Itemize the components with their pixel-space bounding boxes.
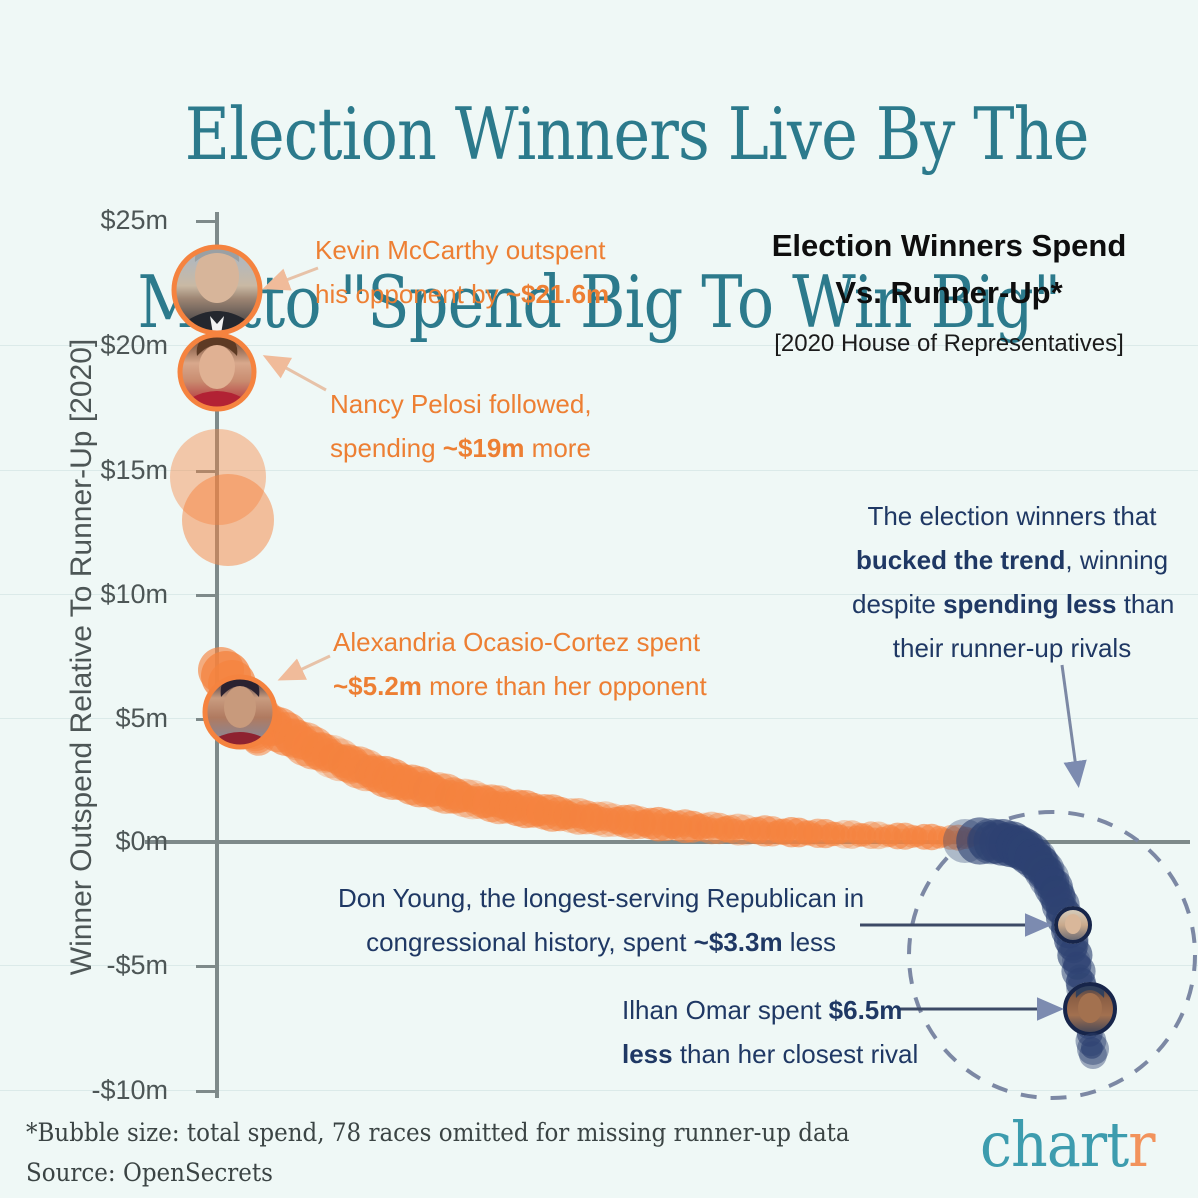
- annotation-text: his opponent by: [315, 279, 506, 309]
- y-tick-label-0m: $0m: [115, 826, 168, 856]
- annotation-omar-line-2: less than her closest rival: [622, 1032, 918, 1076]
- annotation-value: ~$21.6m: [505, 279, 610, 309]
- annotation-text: more than her opponent: [421, 671, 707, 701]
- annotation-value: ~$19m: [442, 433, 525, 463]
- annotation-aoc-line-1: Alexandria Ocasio-Cortez spent: [333, 627, 701, 657]
- footnote-bubble-size: *Bubble size: total spend, 78 races omit…: [26, 1118, 850, 1147]
- annotation-text: more: [524, 433, 591, 463]
- annotation-text: than: [1116, 589, 1175, 619]
- y-tick-label-15m: $15m: [100, 455, 168, 485]
- chart-title-line-2: Vs. Runner-Up*: [835, 275, 1063, 310]
- annotation-aoc-line-2: ~$5.2m more than her opponent: [333, 664, 707, 708]
- annotation-ilhan-omar: Ilhan Omar spent $6.5m less than her clo…: [622, 988, 918, 1076]
- annotation-mccarthy: Kevin McCarthy outspent his opponent by …: [315, 228, 609, 316]
- annotation-text: less: [782, 927, 837, 957]
- bubble-don-young: [1054, 906, 1092, 944]
- guide-line: [0, 1090, 1198, 1091]
- annotation-text: Ilhan Omar spent: [622, 995, 829, 1025]
- y-tick-label-25m: $25m: [100, 205, 168, 235]
- y-tick-5m: [196, 718, 216, 721]
- y-axis-title: Winner Outspend Relative To Runner-Up [2…: [65, 338, 98, 976]
- annotation-value: $6.5m: [828, 995, 903, 1025]
- guide-line: [0, 470, 1198, 471]
- y-tick-neg5m: [196, 965, 216, 968]
- y-tick-label-neg10m: -$10m: [91, 1075, 168, 1105]
- annotation-emphasis: spending less: [943, 589, 1117, 619]
- annotation-don-young: Don Young, the longest-serving Republica…: [338, 876, 864, 964]
- annotation-bucked-line-3: despite spending less than: [852, 582, 1175, 626]
- annotation-mccarthy-line-1: Kevin McCarthy outspent: [315, 235, 606, 265]
- logo-text-chart: chart: [980, 1108, 1129, 1181]
- annotation-young-line-2: congressional history, spent ~$3.3m less: [338, 920, 864, 964]
- annotation-emphasis: less: [622, 1039, 673, 1069]
- annotation-bucked-line-4: their runner-up rivals: [892, 633, 1132, 663]
- annotation-mccarthy-line-2: his opponent by ~$21.6m: [315, 272, 609, 316]
- navy-bubble-series: [943, 817, 1107, 1069]
- annotation-bucked-trend: The election winners that bucked the tre…: [852, 494, 1175, 670]
- guide-line: [0, 345, 1198, 346]
- annotation-emphasis: bucked the trend: [855, 545, 1066, 575]
- y-tick-label-10m: $10m: [100, 579, 168, 609]
- leader-aoc: [277, 654, 331, 681]
- annotation-text: spending: [330, 433, 443, 463]
- y-tick-label-5m: $5m: [115, 703, 168, 733]
- page-headline: Election Winners Live By The Motto "Spen…: [84, 8, 1114, 512]
- chart-title-line-1: Election Winners Spend: [771, 228, 1127, 263]
- annotation-text: congressional history, spent: [366, 927, 694, 957]
- annotation-pelosi-line-1: Nancy Pelosi followed,: [330, 389, 592, 419]
- bubble-ilhan-omar: [1063, 982, 1117, 1036]
- annotation-bucked-line-1: The election winners that: [867, 501, 1157, 531]
- chart-subtitle: [2020 House of Representatives]: [774, 330, 1124, 357]
- zero-baseline: [145, 840, 1190, 844]
- annotation-value: ~$5.2m: [333, 671, 422, 701]
- guide-line: [0, 965, 1198, 966]
- annotation-young-line-1: Don Young, the longest-serving Republica…: [338, 883, 865, 913]
- y-tick-25m: [196, 220, 216, 223]
- y-tick-label-neg5m: -$5m: [106, 950, 168, 980]
- logo-text-r: r: [1128, 1108, 1155, 1181]
- y-tick-label-20m: $20m: [100, 330, 168, 360]
- bubble-tail-last: [1077, 1033, 1109, 1065]
- y-tick-0m: [196, 841, 216, 844]
- annotation-text: , winning: [1065, 545, 1169, 575]
- annotation-pelosi: Nancy Pelosi followed, spending ~$19m mo…: [330, 382, 592, 470]
- y-tick-neg10m: [196, 1090, 216, 1093]
- guide-line: [0, 718, 1198, 719]
- annotation-bucked-line-2: bucked the trend, winning: [852, 538, 1172, 582]
- annotation-text: despite: [852, 589, 944, 619]
- annotation-text: than her closest rival: [672, 1039, 919, 1069]
- annotation-omar-line-1: Ilhan Omar spent $6.5m: [622, 988, 918, 1032]
- chart-title: Election Winners Spend Vs. Runner-Up*: [700, 222, 1198, 316]
- annotation-value: ~$3.3m: [693, 927, 783, 957]
- y-tick-15m: [196, 470, 216, 473]
- annotation-aoc: Alexandria Ocasio-Cortez spent ~$5.2m mo…: [333, 620, 707, 708]
- chartr-logo: chartr: [980, 1108, 1156, 1181]
- headline-line-1: Election Winners Live By The: [184, 92, 1090, 176]
- footnote-source: Source: OpenSecrets: [26, 1158, 273, 1187]
- y-tick-20m: [196, 345, 216, 348]
- y-tick-10m: [196, 594, 216, 597]
- leader-bucked-trend: [1060, 664, 1087, 788]
- guide-line: [0, 594, 1198, 595]
- annotation-pelosi-line-2: spending ~$19m more: [330, 426, 592, 470]
- highlight-circle: [907, 810, 1197, 1100]
